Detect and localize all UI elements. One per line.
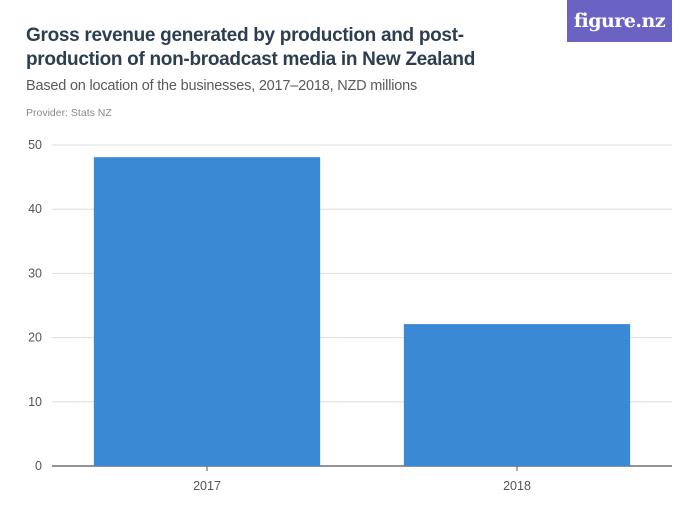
bar-2017[interactable] xyxy=(93,157,321,466)
y-tick-label: 20 xyxy=(28,331,42,345)
chart-subtitle: Based on location of the businesses, 201… xyxy=(26,78,418,94)
y-tick-label: 50 xyxy=(28,138,42,152)
x-axis-ticks: 2017 2018 xyxy=(193,466,531,493)
y-tick-label: 40 xyxy=(28,202,42,216)
logo-text: figure.nz xyxy=(573,10,666,32)
figure-nz-logo[interactable]: figure.nz xyxy=(567,0,672,42)
chart-title: Gross revenue generated by production an… xyxy=(26,25,476,70)
provider-note: Provider: Stats NZ xyxy=(26,107,112,119)
bars xyxy=(93,157,631,466)
x-tick-label: 2018 xyxy=(503,479,531,493)
y-axis-ticks: 0 10 20 30 40 50 xyxy=(28,138,42,473)
bar-2018[interactable] xyxy=(403,324,631,466)
y-tick-label: 10 xyxy=(28,395,42,409)
y-tick-label: 0 xyxy=(35,459,42,473)
x-tick-label: 2017 xyxy=(193,479,221,493)
y-tick-label: 30 xyxy=(28,266,42,280)
